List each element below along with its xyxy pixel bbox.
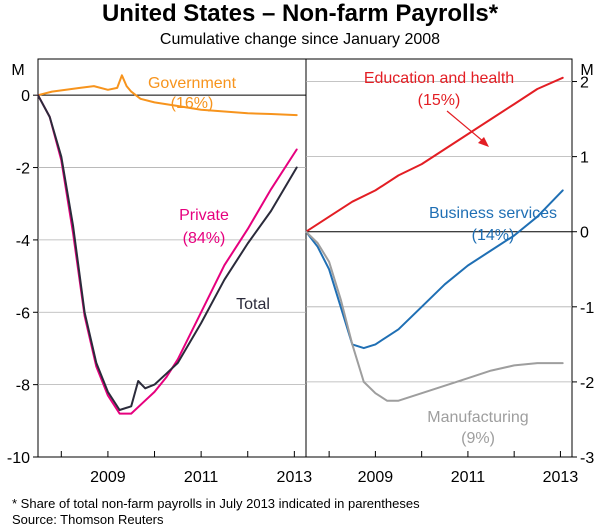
right-y-tick-label: 0 (580, 225, 589, 242)
private-series-line (37, 94, 298, 415)
business-series-line (305, 189, 564, 350)
private-label: Private (179, 207, 229, 224)
footnote: * Share of total non-farm payrolls in Ju… (12, 496, 420, 511)
business-services-share-label: (14%) (472, 227, 515, 244)
right-y-tick-label: -1 (580, 300, 594, 317)
left-x-tick-label: 2011 (184, 469, 219, 486)
right-y-tick-label: 2 (580, 75, 589, 92)
education-callout-arrowhead (478, 137, 489, 147)
left-x-tick-label: 2009 (90, 469, 126, 486)
government-share-label: (16%) (171, 95, 214, 112)
government-series-line (37, 74, 298, 117)
left-y-tick-label: 0 (21, 88, 30, 105)
right-x-tick-label: 2009 (358, 469, 394, 486)
left-y-tick-label: -2 (16, 161, 30, 178)
right-panel-frame (305, 58, 573, 458)
manufacturing-series-line (305, 230, 564, 402)
education-callout-arrow (446, 110, 485, 143)
chart-title: United States – Non-farm Payrolls* (101, 0, 499, 27)
education-label: Education and health (364, 70, 514, 87)
left-x-tick-label: 2013 (277, 469, 313, 486)
private-share-label: (84%) (183, 230, 226, 247)
left-y-tick-label: -6 (16, 305, 30, 322)
manufacturing-label: Manufacturing (427, 409, 528, 426)
right-y-tick-label: 1 (580, 150, 589, 167)
right-x-tick-label: 2011 (451, 469, 486, 486)
source-note: Source: Thomson Reuters (12, 512, 164, 527)
total-label: Total (236, 296, 270, 313)
right-x-tick-label: 2013 (543, 469, 579, 486)
left-y-tick-label: -4 (16, 233, 30, 250)
manufacturing-share-label: (9%) (461, 430, 495, 447)
left-y-tick-label: -10 (7, 450, 30, 467)
left-y-tick-label: -8 (16, 378, 30, 395)
government-label: Government (148, 75, 237, 92)
chart-subtitle: Cumulative change since January 2008 (159, 31, 441, 48)
right-y-tick-label: -2 (580, 375, 594, 392)
right-axis-unit-label: M (580, 62, 593, 79)
right-y-tick-label: -3 (580, 450, 594, 467)
education-series-line (305, 76, 564, 233)
business-services-label: Business services (429, 205, 557, 222)
total-series-line (37, 94, 298, 411)
left-axis-unit-label: M (11, 62, 24, 79)
education-share-label: (15%) (418, 92, 461, 109)
